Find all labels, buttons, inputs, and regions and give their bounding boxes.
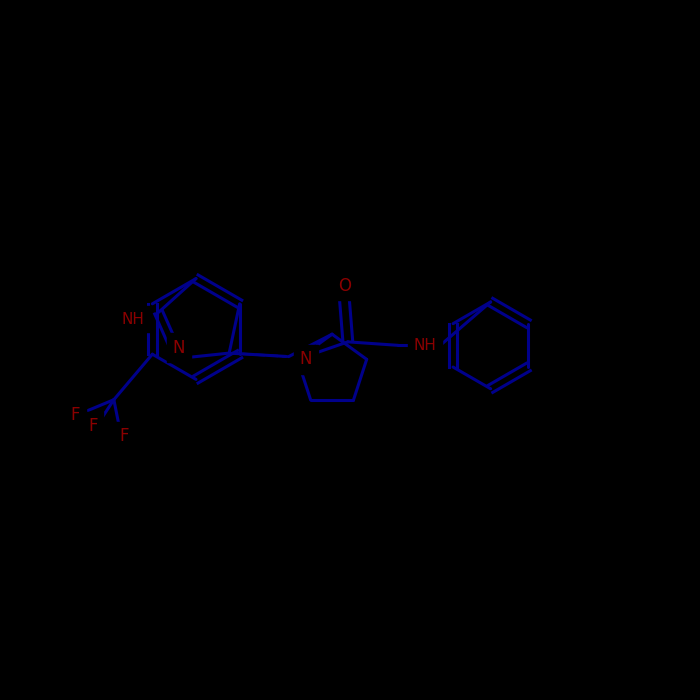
Text: N: N (300, 351, 312, 368)
Text: NH: NH (122, 312, 144, 327)
Text: O: O (338, 277, 351, 295)
Text: N: N (173, 339, 186, 357)
Text: F: F (120, 427, 129, 445)
Text: NH: NH (414, 338, 437, 353)
Text: F: F (88, 417, 97, 435)
Text: F: F (71, 406, 80, 424)
